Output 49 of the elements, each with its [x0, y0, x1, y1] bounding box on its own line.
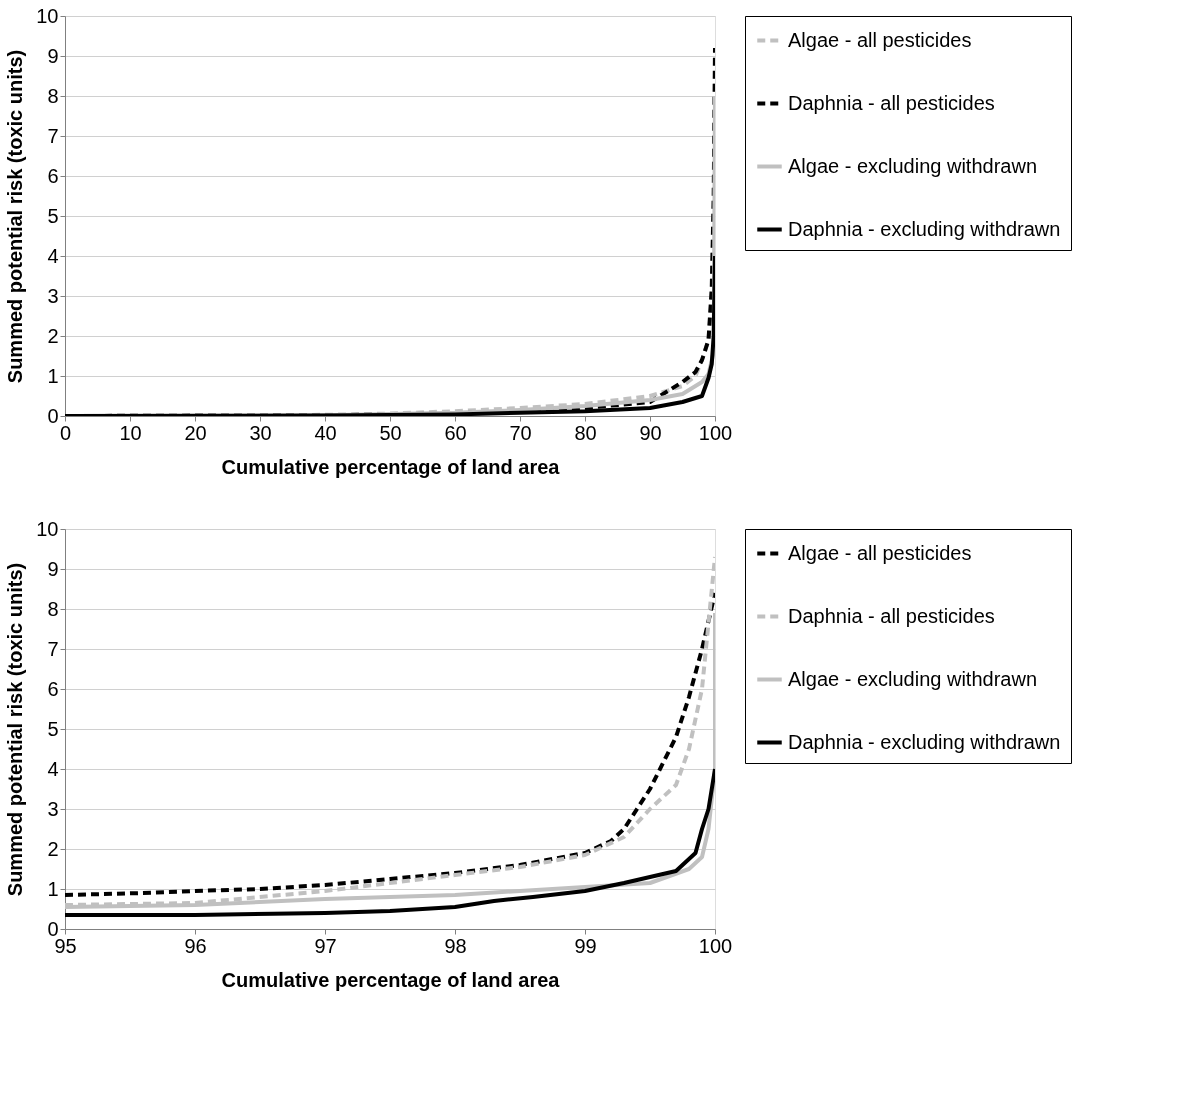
x-tick-label: 10: [119, 421, 142, 444]
y-tick-label: 2: [47, 837, 59, 860]
y-tick-label: 3: [47, 797, 59, 820]
x-tick-label: 80: [574, 421, 597, 444]
y-tick-label: 7: [47, 637, 59, 660]
y-tick-label: 7: [47, 124, 59, 147]
legend-label: Daphnia - excluding withdrawn: [788, 217, 1061, 240]
x-tick-label: 20: [184, 421, 207, 444]
y-tick-label: 9: [47, 44, 59, 67]
x-tick-label: 100: [698, 421, 733, 444]
y-tick-label: 9: [47, 557, 59, 580]
legend-label: Algae - excluding withdrawn: [788, 667, 1038, 690]
y-tick-label: 6: [47, 677, 59, 700]
y-tick-label: 2: [47, 324, 59, 347]
legend-label: Daphnia - excluding withdrawn: [788, 730, 1061, 753]
x-tick-label: 50: [379, 421, 402, 444]
y-tick-label: 0: [47, 404, 59, 427]
legend-label: Algae - all pesticides: [788, 541, 972, 564]
x-tick-label: 99: [574, 934, 597, 957]
x-tick-label: 90: [639, 421, 662, 444]
legend-label: Daphnia - all pesticides: [788, 91, 995, 114]
y-tick-label: 10: [36, 4, 59, 27]
x-tick-label: 100: [698, 934, 733, 957]
x-tick-label: 60: [444, 421, 467, 444]
x-tick-label: 40: [314, 421, 337, 444]
y-tick-label: 6: [47, 164, 59, 187]
y-tick-label: 5: [47, 204, 59, 227]
x-tick-label: 98: [444, 934, 467, 957]
y-tick-label: 1: [47, 364, 59, 387]
y-tick-label: 8: [47, 84, 59, 107]
x-axis-title: Cumulative percentage of land area: [221, 455, 561, 478]
legend-label: Algae - excluding withdrawn: [788, 154, 1038, 177]
legend-label: Algae - all pesticides: [788, 28, 972, 51]
y-tick-label: 1: [47, 877, 59, 900]
x-tick-label: 30: [249, 421, 272, 444]
x-tick-label: 70: [509, 421, 532, 444]
x-tick-label: 97: [314, 934, 337, 957]
y-axis-title: Summed potential risk (toxic units): [4, 562, 27, 897]
y-tick-label: 8: [47, 597, 59, 620]
legend-label: Daphnia - all pesticides: [788, 604, 995, 627]
y-axis-title: Summed potential risk (toxic units): [4, 49, 27, 384]
y-tick-label: 0: [47, 917, 59, 940]
x-tick-label: 96: [184, 934, 207, 957]
y-tick-label: 4: [47, 244, 59, 267]
y-tick-label: 5: [47, 717, 59, 740]
y-tick-label: 10: [36, 517, 59, 540]
y-tick-label: 3: [47, 284, 59, 307]
y-tick-label: 4: [47, 757, 59, 780]
x-axis-title: Cumulative percentage of land area: [221, 968, 561, 991]
